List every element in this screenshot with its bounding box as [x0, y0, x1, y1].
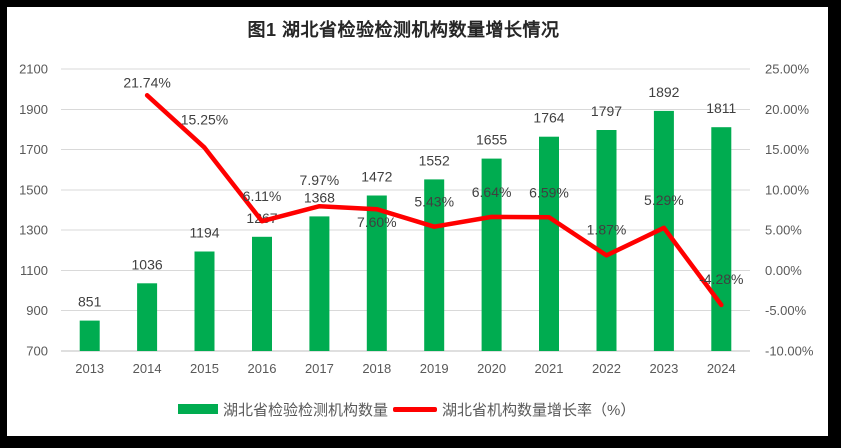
bar [252, 236, 272, 351]
legend-line-swatch-icon [393, 406, 438, 412]
bar [481, 158, 502, 351]
x-axis-tick: 2021 [535, 361, 564, 376]
x-axis-tick: 2018 [362, 361, 391, 376]
bar [596, 130, 617, 351]
left-axis-tick: 1900 [19, 102, 48, 117]
bar-value-label: 1764 [533, 110, 564, 126]
x-axis-tick: 2015 [190, 361, 219, 376]
legend-bar-swatch-icon [178, 404, 218, 414]
rate-label: 7.97% [300, 172, 340, 188]
bar-value-label: 1892 [648, 84, 679, 100]
rate-label: 6.59% [529, 184, 569, 200]
left-axis-tick: 1700 [19, 142, 48, 157]
right-axis-tick: 25.00% [765, 62, 810, 77]
left-axis-tick: 1300 [19, 223, 48, 238]
right-axis-tick: 10.00% [765, 182, 810, 197]
legend-bar-series-label: 湖北省检验检测机构数量 [223, 401, 389, 419]
right-axis-tick: -10.00% [765, 344, 814, 359]
x-axis-tick: 2013 [75, 361, 104, 376]
x-axis-tick: 2024 [707, 361, 736, 376]
bar-value-label: 1368 [304, 189, 335, 205]
chart-legend: 湖北省检验检测机构数量 湖北省机构数量增长率（%） [178, 399, 635, 419]
bar-value-label: 1036 [132, 256, 163, 272]
rate-label: 5.43% [414, 194, 454, 210]
right-axis-tick: 20.00% [765, 102, 810, 117]
bar [366, 195, 387, 351]
x-axis-tick: 2022 [592, 361, 621, 376]
bar-value-label: 1472 [361, 169, 392, 185]
x-axis-tick: 2014 [133, 361, 162, 376]
rate-label: 6.11% [243, 188, 282, 204]
x-axis-tick: 2017 [305, 361, 334, 376]
chart-plot-area: 700 900 1100 1300 1500 1700 1900 2100 -10.00% -5.… [19, 62, 814, 377]
bar-value-label: 1194 [189, 225, 219, 241]
left-axis-tick: 1100 [20, 263, 48, 278]
legend-line-series-label: 湖北省机构数量增长率（%） [442, 401, 636, 419]
right-axis-tick: 5.00% [765, 223, 802, 238]
bar [711, 127, 732, 351]
x-axis-tick: 2019 [420, 361, 449, 376]
chart-canvas: 图1 湖北省检验检测机构数量增长情况 700 900 1100 1300 1500 170… [7, 7, 828, 436]
left-axis-tick: 900 [26, 303, 48, 318]
right-axis-tick: -5.00% [765, 303, 807, 318]
bar [424, 179, 445, 351]
bar-value-label: 1811 [706, 100, 736, 116]
bar-value-label: 1552 [419, 152, 450, 168]
x-axis-tick: 2016 [248, 361, 277, 376]
bar [137, 283, 158, 351]
rate-label: 21.74% [123, 74, 170, 90]
bar [539, 136, 559, 351]
rate-label: 7.60% [357, 214, 397, 230]
bar-value-label: 851 [78, 294, 102, 310]
bar-value-label: 1655 [476, 132, 507, 148]
bar [194, 251, 215, 351]
left-axis-tick: 2100 [19, 62, 48, 77]
rate-label: 6.64% [472, 184, 512, 200]
rate-label: 15.25% [181, 112, 228, 128]
right-axis-tick: 0.00% [765, 263, 802, 278]
rate-label: -4.28% [699, 271, 743, 287]
x-axis-tick: 2020 [477, 361, 506, 376]
bar [79, 320, 100, 351]
bar-value-label: 1797 [591, 103, 622, 119]
left-axis-tick: 1500 [19, 182, 48, 197]
growth-rate-line [144, 93, 724, 308]
left-axis-tick: 700 [26, 344, 48, 359]
rate-label: 1.87% [587, 221, 627, 237]
right-axis-tick: 15.00% [765, 142, 810, 157]
bar [309, 216, 330, 351]
rate-label: 5.29% [644, 192, 684, 208]
chart-title: 图1 湖北省检验检测机构数量增长情况 [247, 20, 560, 40]
x-axis-tick: 2023 [649, 361, 678, 376]
